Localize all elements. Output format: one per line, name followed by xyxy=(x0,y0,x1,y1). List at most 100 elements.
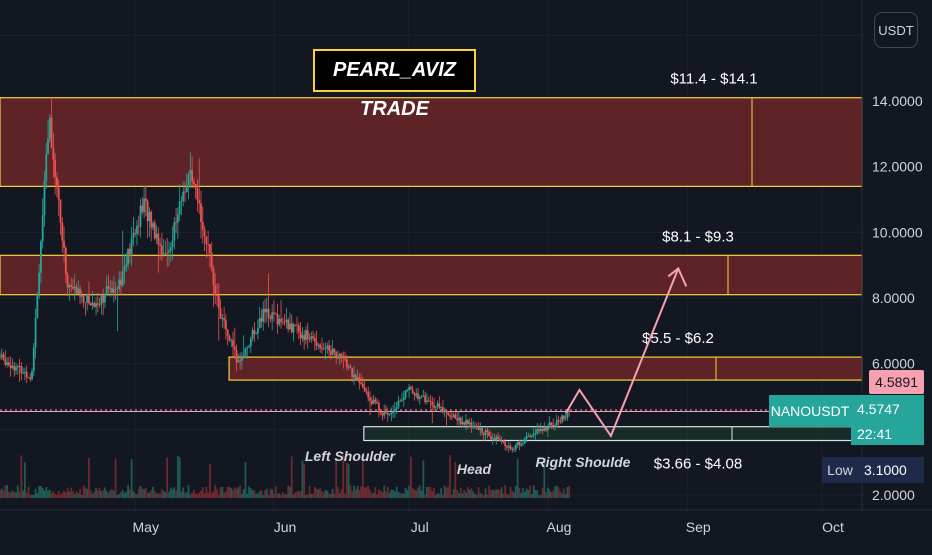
zone-label: $8.1 - $9.3 xyxy=(662,228,734,245)
volume-bar xyxy=(303,464,306,498)
candle-body xyxy=(176,214,179,223)
candle-body xyxy=(338,353,341,359)
volume-bar xyxy=(139,485,142,498)
candle-body xyxy=(395,407,398,410)
volume-bar xyxy=(189,494,192,498)
candle-body xyxy=(562,415,565,419)
candle-body xyxy=(216,295,218,296)
volume-bar xyxy=(424,494,427,498)
volume-bar xyxy=(15,492,17,498)
volume-bar xyxy=(196,494,199,498)
volume-bar xyxy=(217,494,220,498)
volume-bar xyxy=(461,493,464,498)
volume-bar xyxy=(370,492,373,498)
candle-body xyxy=(538,429,540,431)
candle-body xyxy=(475,425,478,428)
candle-body xyxy=(200,203,202,222)
candles xyxy=(0,97,571,498)
volume-bar xyxy=(552,490,555,498)
candle-body xyxy=(418,397,421,399)
volume-bar xyxy=(321,490,323,498)
candle-body xyxy=(271,312,274,320)
candle-body xyxy=(233,346,236,350)
candle-body xyxy=(127,248,129,265)
candle-body xyxy=(470,422,473,428)
volume-bar xyxy=(401,493,403,498)
candle-body xyxy=(137,225,140,227)
candle-body xyxy=(360,382,362,384)
volume-bar xyxy=(337,486,339,498)
volume-bar xyxy=(308,485,311,498)
volume-bar xyxy=(88,457,90,498)
candle-body xyxy=(184,191,186,193)
volume-bar xyxy=(438,493,441,498)
candle-body xyxy=(529,436,531,437)
volume-bar xyxy=(265,488,268,498)
volume-bar xyxy=(376,494,378,498)
candle-body xyxy=(73,286,76,289)
volume-bar xyxy=(365,487,368,498)
candle-body xyxy=(434,406,437,408)
candle-body xyxy=(132,232,135,239)
volume-bar xyxy=(369,489,371,498)
volume-bar xyxy=(118,494,121,498)
candle-body xyxy=(310,336,313,340)
volume-bar xyxy=(212,491,215,498)
y-tick-label: 14.0000 xyxy=(872,93,923,109)
volume-bar xyxy=(192,489,195,498)
candle-body xyxy=(212,268,215,286)
volume-bar xyxy=(176,455,179,498)
candle-body xyxy=(248,346,250,348)
candle-body xyxy=(214,285,217,296)
candle-body xyxy=(88,293,90,304)
volume-bar xyxy=(296,491,298,498)
volume-bar xyxy=(112,491,115,498)
candle-body xyxy=(566,410,569,418)
last-price-badge: 4.5891 xyxy=(869,370,924,394)
candle-body xyxy=(322,348,325,350)
volume-bar xyxy=(136,494,138,498)
candle-body xyxy=(290,323,293,333)
volume-bar xyxy=(276,493,279,498)
candle-body xyxy=(550,422,553,426)
volume-bar xyxy=(29,494,32,498)
candle-body xyxy=(506,446,508,448)
candle-body xyxy=(141,205,144,213)
y-tick-label: 10.0000 xyxy=(872,224,923,240)
volume-bar xyxy=(399,493,402,498)
candle-body xyxy=(319,344,322,349)
candle-body xyxy=(139,205,142,227)
volume-bar xyxy=(443,485,446,498)
volume-bar xyxy=(427,486,430,498)
candle-body xyxy=(474,425,476,427)
volume-bar xyxy=(95,487,97,498)
volume-bar xyxy=(449,455,451,498)
volume-bar xyxy=(225,491,227,498)
candle-body xyxy=(543,426,546,431)
candle-body xyxy=(344,356,346,360)
candle-body xyxy=(258,318,261,329)
volume-bar xyxy=(50,493,53,498)
candle-body xyxy=(192,181,195,185)
candle-body xyxy=(95,303,97,307)
candle-body xyxy=(461,422,464,425)
candle-body xyxy=(217,295,220,309)
volume-bar xyxy=(504,485,507,498)
pattern-label: Head xyxy=(457,461,492,477)
volume-bar xyxy=(294,492,297,498)
currency-button[interactable]: USDT xyxy=(874,12,918,48)
volume-bar xyxy=(36,493,39,498)
candle-body xyxy=(552,425,555,427)
candle-body xyxy=(264,308,266,313)
volume-bar xyxy=(7,491,10,498)
volume-bar xyxy=(41,487,44,498)
volume-bar xyxy=(248,486,250,498)
volume-bar xyxy=(38,485,41,498)
candle-body xyxy=(479,428,482,430)
candle-body xyxy=(296,324,298,326)
volume-bar xyxy=(313,486,316,498)
volume-bar xyxy=(490,490,492,498)
candle-body xyxy=(34,317,37,348)
